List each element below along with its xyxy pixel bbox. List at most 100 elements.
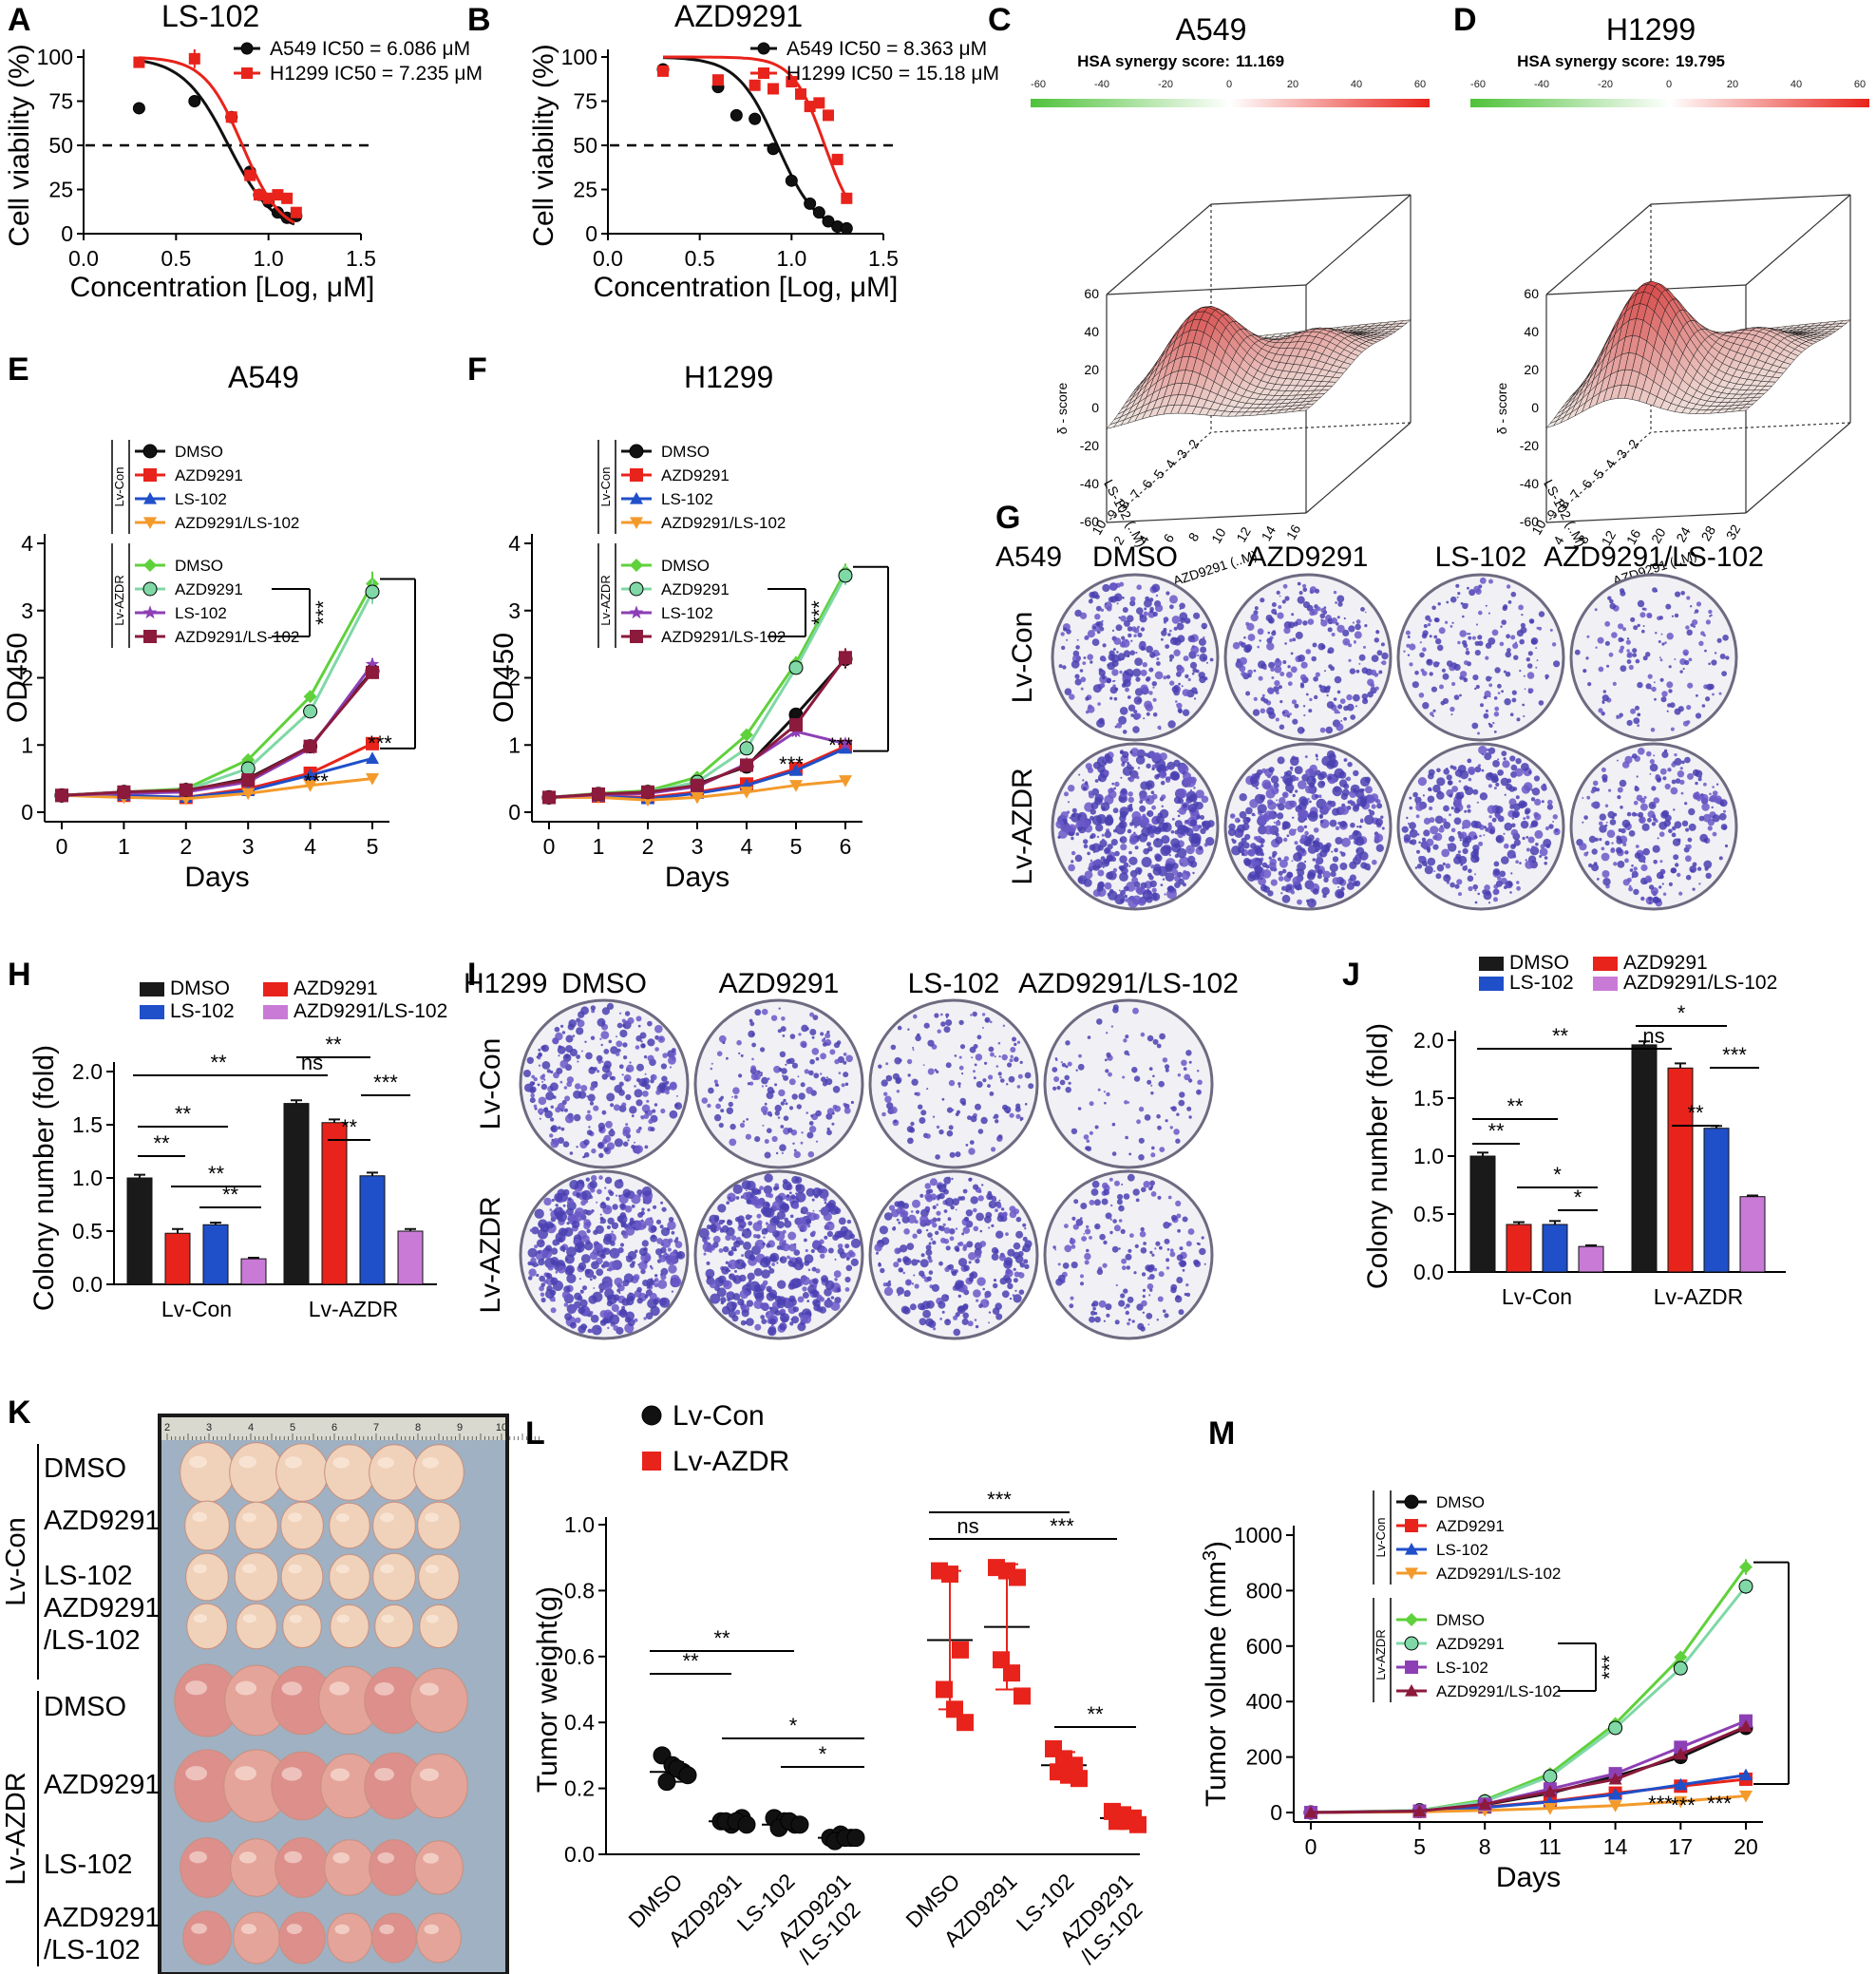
colony bbox=[1269, 707, 1272, 710]
colony bbox=[1061, 645, 1066, 651]
colony bbox=[1317, 868, 1323, 875]
colony bbox=[1262, 666, 1267, 671]
legend-label: AZD9291/LS-102 bbox=[661, 628, 786, 646]
colony bbox=[1127, 897, 1139, 908]
x-tick-label: 12 bbox=[1233, 524, 1254, 545]
colony bbox=[1274, 831, 1277, 833]
colony bbox=[1128, 776, 1135, 783]
colony bbox=[1270, 667, 1275, 672]
colony bbox=[1484, 826, 1487, 829]
colony bbox=[597, 1122, 606, 1130]
colony bbox=[1531, 788, 1541, 796]
colony bbox=[1090, 815, 1094, 821]
colony bbox=[1305, 835, 1308, 838]
colony bbox=[718, 1122, 724, 1129]
colony bbox=[1586, 795, 1591, 800]
colony bbox=[597, 1142, 604, 1148]
colony bbox=[1113, 679, 1116, 682]
colony bbox=[1322, 870, 1331, 879]
colony bbox=[810, 1114, 813, 1117]
colony bbox=[1416, 864, 1423, 869]
colony bbox=[1355, 836, 1365, 846]
colony bbox=[1139, 800, 1144, 804]
colony bbox=[1336, 595, 1345, 603]
colony bbox=[1165, 591, 1170, 596]
colony bbox=[606, 1092, 616, 1102]
colony bbox=[1427, 857, 1436, 866]
colony bbox=[1503, 670, 1506, 674]
colony bbox=[1200, 646, 1207, 654]
significance-label: *** bbox=[312, 600, 335, 625]
colony bbox=[1415, 814, 1420, 819]
cube-edge bbox=[1106, 512, 1307, 523]
colony bbox=[1534, 829, 1544, 839]
colony bbox=[1321, 844, 1331, 854]
colony bbox=[1376, 650, 1383, 656]
colony bbox=[1458, 780, 1462, 783]
colony bbox=[1156, 661, 1161, 666]
colony bbox=[997, 1072, 1002, 1076]
colony bbox=[1464, 809, 1468, 813]
colony bbox=[884, 1095, 892, 1103]
data-point-h1299 bbox=[813, 97, 825, 109]
synergy-score-value: 11.169 bbox=[1236, 52, 1284, 70]
x-tick-label: 0.5 bbox=[161, 246, 191, 271]
colony bbox=[1429, 635, 1432, 638]
colony bbox=[1084, 870, 1093, 880]
colony bbox=[603, 1134, 612, 1143]
colony bbox=[749, 1021, 755, 1027]
chart-title: AZD9291 bbox=[674, 0, 803, 33]
colony bbox=[541, 1073, 545, 1077]
colony bbox=[1474, 640, 1480, 646]
colony bbox=[906, 1058, 913, 1065]
colony bbox=[558, 1054, 560, 1057]
colony bbox=[1598, 708, 1603, 713]
colony bbox=[1271, 787, 1279, 795]
colony bbox=[1422, 794, 1425, 797]
legend-marker bbox=[630, 492, 643, 504]
colony bbox=[1488, 815, 1492, 819]
colony bbox=[1418, 841, 1421, 845]
colony bbox=[621, 1102, 627, 1108]
colony bbox=[1451, 621, 1454, 624]
colony bbox=[1268, 767, 1275, 773]
colony bbox=[619, 1012, 622, 1015]
colony bbox=[1449, 813, 1451, 817]
colony bbox=[1364, 611, 1367, 614]
data-point bbox=[838, 568, 853, 583]
colony bbox=[1254, 846, 1263, 857]
colony bbox=[1651, 822, 1657, 826]
colony bbox=[713, 1079, 718, 1084]
colony bbox=[973, 1070, 976, 1073]
colony bbox=[1096, 719, 1106, 728]
x-category-label: Lv-AZDR bbox=[309, 1297, 399, 1321]
colony bbox=[1155, 604, 1164, 613]
colony bbox=[1133, 634, 1137, 637]
colony bbox=[1242, 842, 1250, 849]
colony bbox=[1427, 795, 1435, 804]
colony bbox=[1309, 782, 1316, 788]
colony bbox=[1686, 596, 1691, 600]
x-axis-label: Concentration [Log, μM] bbox=[594, 272, 899, 303]
data-point-h1299 bbox=[712, 74, 724, 86]
colony bbox=[1597, 636, 1604, 644]
colony bbox=[1334, 709, 1339, 714]
colony bbox=[1102, 656, 1107, 662]
colony bbox=[1360, 776, 1371, 788]
colony bbox=[1346, 882, 1355, 890]
colony bbox=[538, 1108, 544, 1115]
colony bbox=[1332, 786, 1343, 797]
colony bbox=[1307, 618, 1315, 625]
colony bbox=[601, 1073, 608, 1080]
y-axis-label: Cell viability (%) bbox=[4, 44, 35, 246]
series-line-lv-con-ls-102 bbox=[62, 756, 373, 799]
colony bbox=[1477, 635, 1483, 640]
colony bbox=[1552, 814, 1559, 820]
colony bbox=[1058, 664, 1063, 669]
x-tick-label: 2 bbox=[180, 834, 192, 859]
colony bbox=[1167, 720, 1176, 729]
colony bbox=[1521, 614, 1524, 617]
colony bbox=[1262, 814, 1270, 823]
colony bbox=[1277, 756, 1285, 765]
colony bbox=[825, 1076, 828, 1079]
